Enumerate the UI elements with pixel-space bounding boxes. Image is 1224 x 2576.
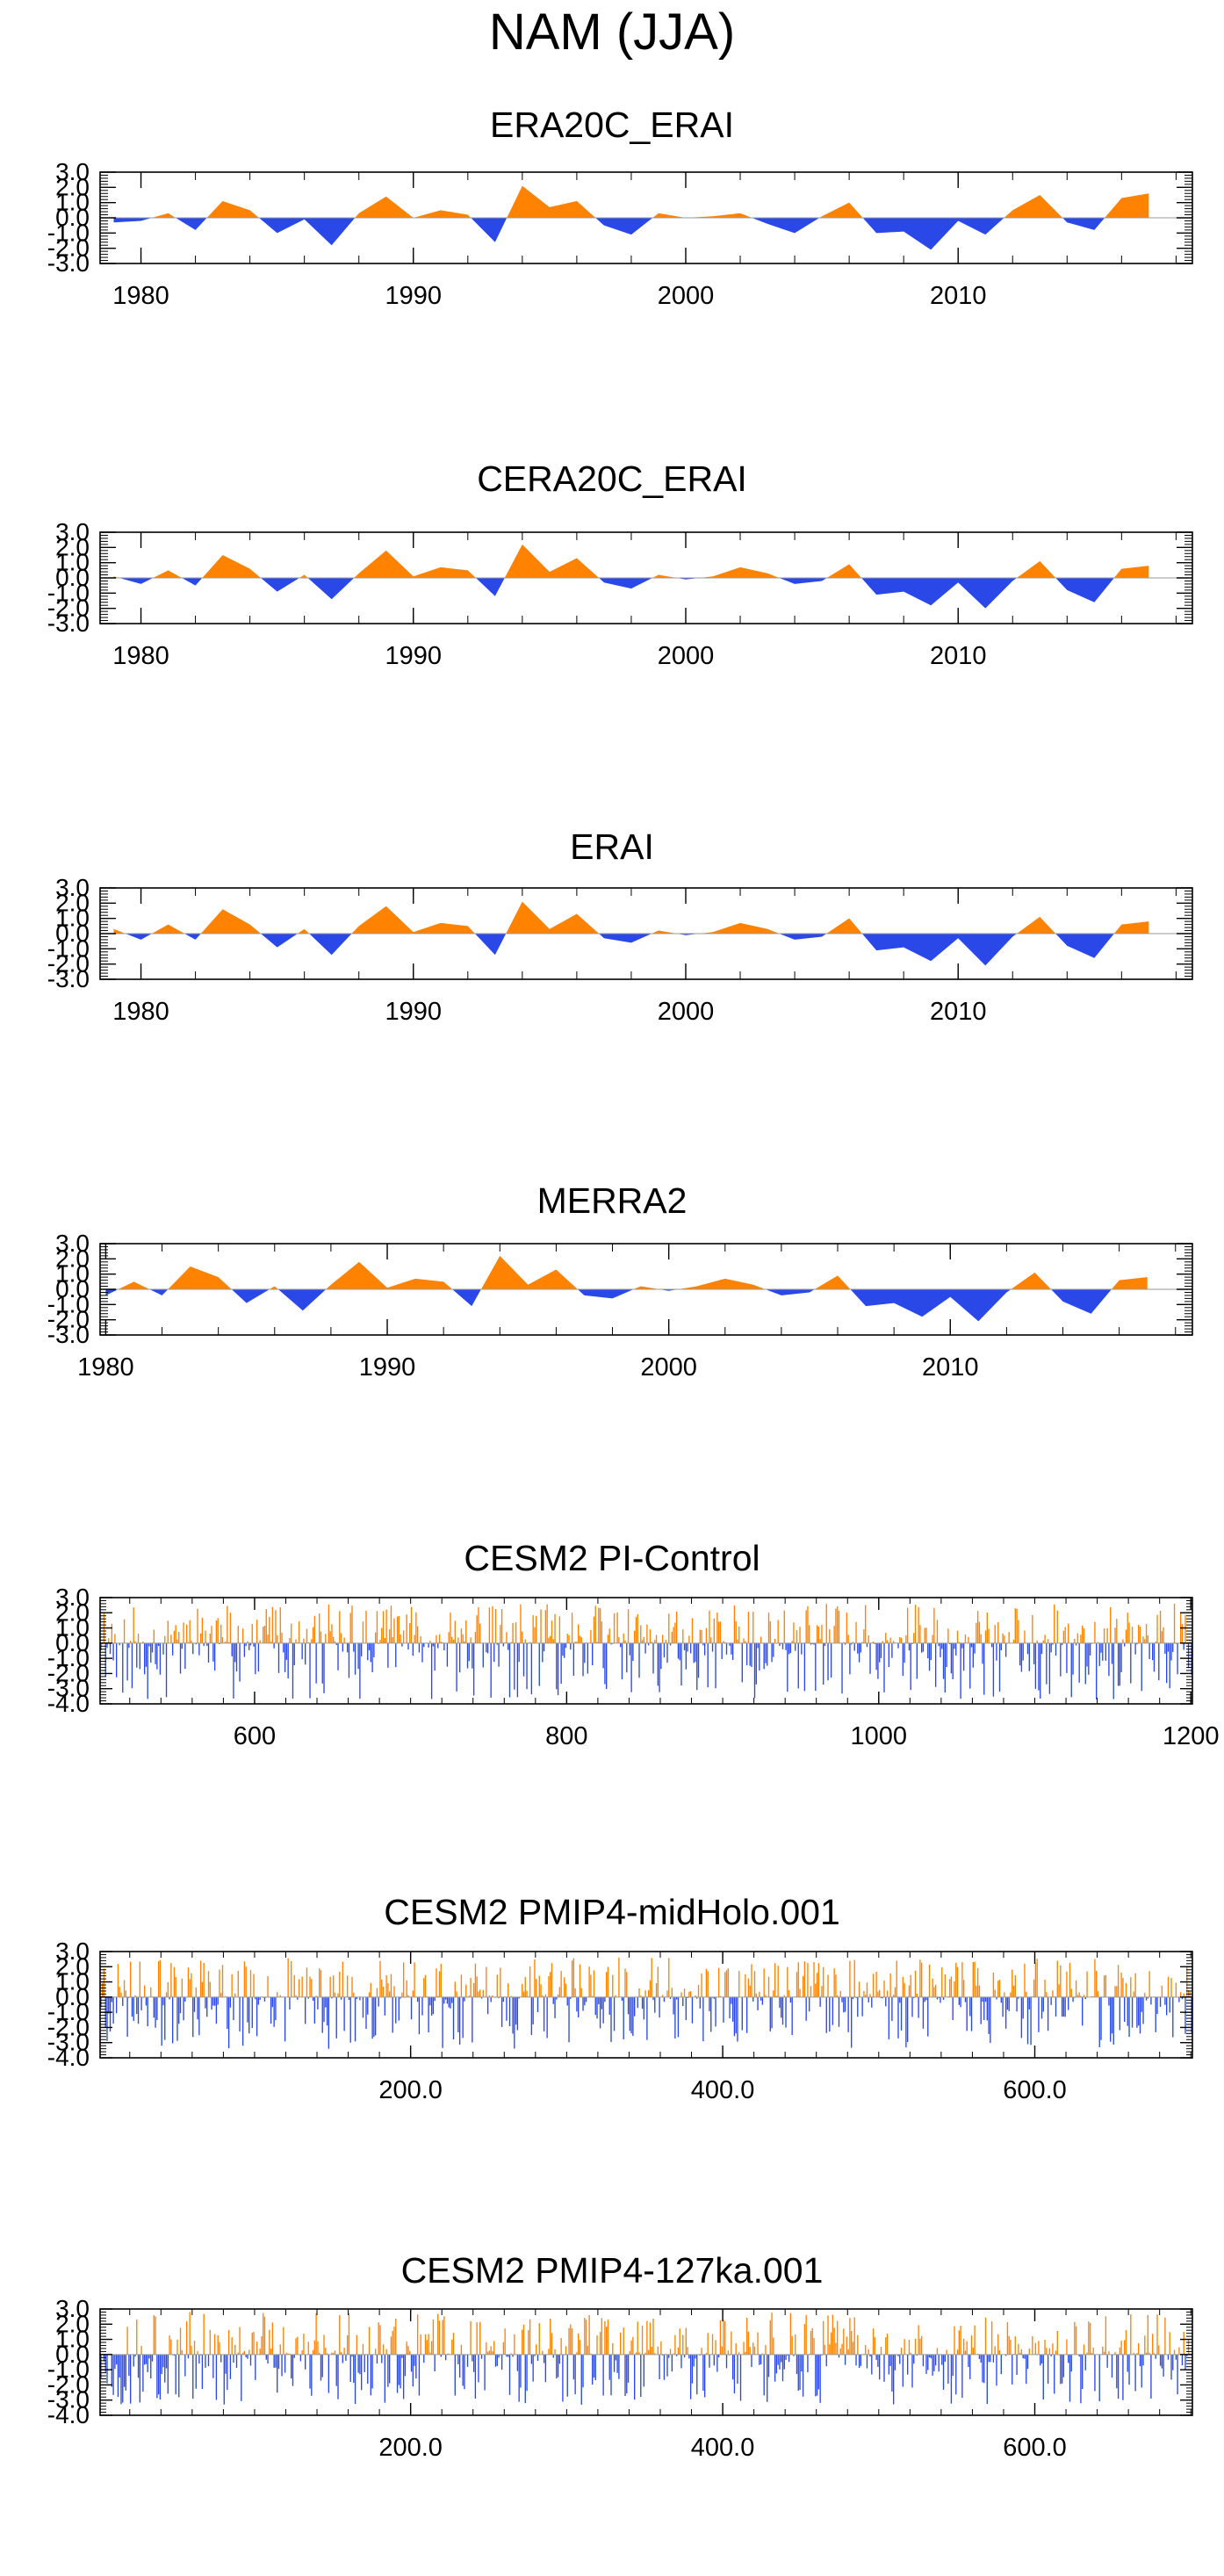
x-tick-label: 200.0 — [378, 2076, 443, 2104]
y-tick-label: 3.0 — [55, 1230, 90, 1257]
x-tick-label: 2010 — [922, 1353, 979, 1382]
x-tick-label: 1990 — [385, 282, 443, 310]
x-tick-label: 2010 — [930, 642, 987, 670]
x-tick-label: 1980 — [112, 998, 169, 1026]
x-tick-label: 2010 — [930, 998, 987, 1026]
x-tick-label: 1990 — [385, 642, 443, 670]
x-tick-label: 200.0 — [378, 2434, 443, 2462]
plot-frame — [100, 1598, 1192, 1704]
x-tick-label: 400.0 — [691, 2434, 755, 2462]
x-tick-label: 1990 — [385, 998, 443, 1026]
positive-area — [114, 545, 1149, 578]
negative-area — [114, 578, 1149, 609]
x-tick-label: 2000 — [640, 1353, 697, 1382]
y-tick-label: 3.0 — [55, 1937, 90, 1965]
negative-area — [114, 934, 1149, 965]
y-tick-label: 3.0 — [55, 874, 90, 901]
x-tick-label: 1990 — [359, 1353, 416, 1382]
y-tick-label: 3.0 — [55, 158, 90, 185]
figure-title: NAM (JJA) — [0, 4, 1224, 61]
plot-frame — [100, 1952, 1192, 2058]
x-tick-label: 1200 — [1163, 1722, 1220, 1750]
negative-area — [105, 1289, 1147, 1321]
x-tick-label: 1980 — [112, 282, 169, 310]
x-tick-label: 2000 — [658, 998, 715, 1026]
plot-frame — [100, 2309, 1192, 2415]
positive-area — [114, 902, 1149, 934]
x-tick-label: 800 — [545, 1722, 587, 1750]
x-tick-label: 600.0 — [1003, 2434, 1067, 2462]
x-tick-label: 600.0 — [1003, 2076, 1067, 2104]
x-tick-label: 600 — [234, 1722, 276, 1750]
x-tick-label: 1000 — [851, 1722, 908, 1750]
positive-area — [114, 186, 1149, 218]
x-tick-label: 400.0 — [691, 2076, 755, 2104]
y-tick-label: 3.0 — [55, 2295, 90, 2322]
positive-area — [105, 1256, 1147, 1289]
x-tick-label: 2000 — [658, 642, 715, 670]
y-tick-label: 3.0 — [55, 518, 90, 545]
x-tick-label: 2000 — [658, 282, 715, 310]
y-tick-label: 3.0 — [55, 1584, 90, 1611]
negative-area — [114, 218, 1149, 249]
x-tick-label: 2010 — [930, 282, 987, 310]
x-tick-label: 1980 — [112, 642, 169, 670]
x-tick-label: 1980 — [77, 1353, 134, 1382]
